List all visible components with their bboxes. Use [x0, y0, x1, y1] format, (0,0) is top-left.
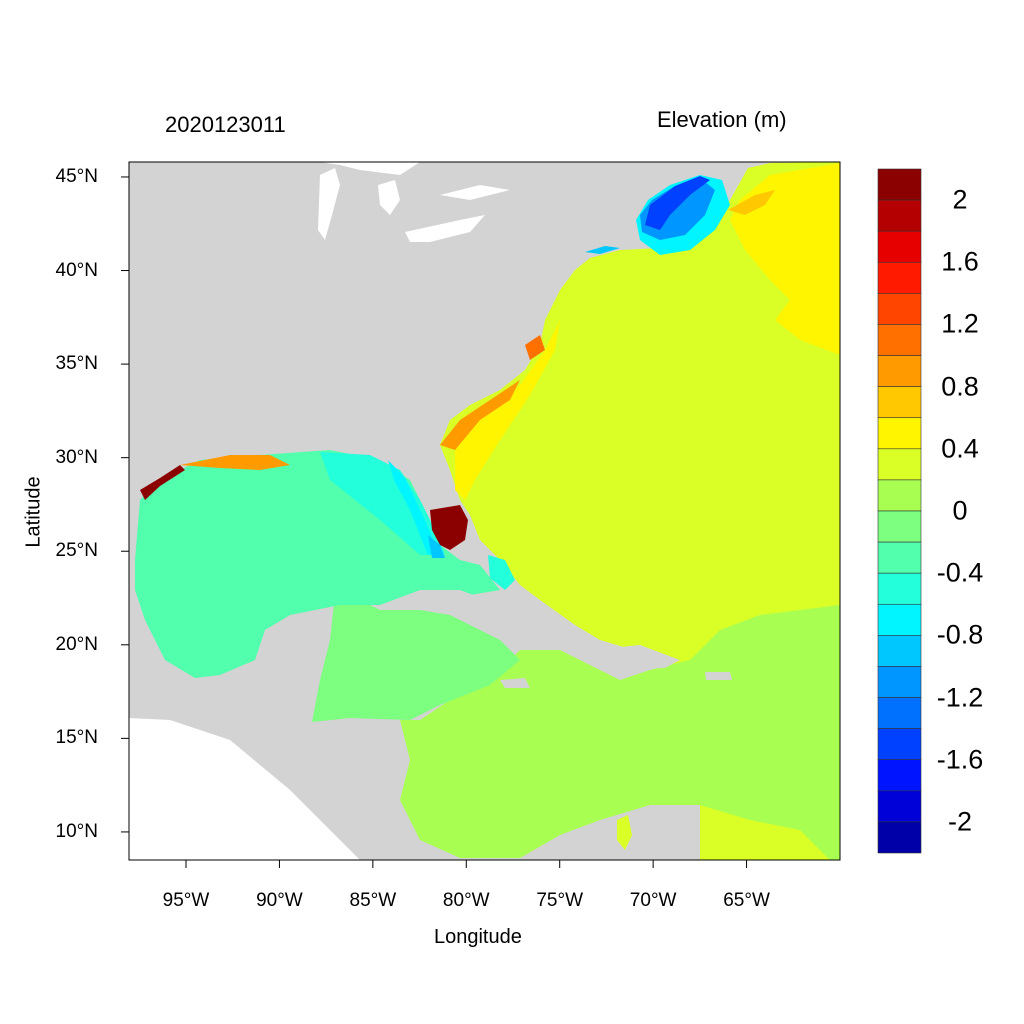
colorbar-bin: [877, 697, 922, 729]
colorbar-bin: [877, 199, 922, 232]
caribbean-sea: [400, 605, 840, 860]
bahamas-cyan: [488, 555, 515, 590]
x-tick-label: 65°W: [723, 890, 770, 911]
colorbar-label: -1.6: [936, 744, 984, 775]
colorbar-label: 0: [952, 495, 968, 526]
x-tick-label: 95°W: [162, 890, 210, 911]
colorbar: [877, 168, 922, 854]
gulf-coast-fringe: [180, 455, 290, 470]
colorbar-bin: [877, 728, 922, 761]
colorbar-bin: [877, 230, 922, 263]
colorbar-bin: [877, 603, 922, 636]
great-lakes: [318, 162, 510, 242]
gulf-of-maine-deep-blue: [645, 176, 710, 230]
plot-frame: [128, 161, 841, 861]
y-tick-label: 25°N: [55, 540, 98, 562]
gulf-coast-fringe-red: [140, 465, 185, 500]
timestamp-title: 2020123011: [165, 112, 286, 137]
x-tick-label: 75°W: [536, 890, 584, 911]
outer-banks-orange: [525, 335, 545, 360]
colorbar-label: 2: [952, 184, 968, 215]
eastern-gulf-low: [320, 452, 445, 555]
lake-maracaibo: [617, 815, 632, 850]
colorbar-label: -1.2: [936, 682, 984, 713]
colorbar-label: -0.4: [936, 557, 984, 588]
colorbar-title: Elevation (m): [657, 107, 787, 132]
y-tick-label: 40°N: [55, 259, 98, 281]
colorbar-bin: [877, 790, 922, 823]
colorbar-label: 0.8: [941, 371, 979, 402]
jamaica: [500, 678, 530, 688]
y-tick-label: 30°N: [55, 446, 98, 468]
colorbar-bin: [877, 386, 922, 419]
northeast-atlantic-yellow: [730, 163, 840, 355]
florida-shelf-low: [388, 460, 440, 555]
map-layers: [129, 162, 840, 860]
cuba: [380, 590, 575, 648]
y-tick-label: 10°N: [55, 820, 98, 842]
colorbar-bin: [877, 666, 922, 698]
colorbar-bin: [877, 417, 922, 450]
colorbar-bin: [877, 355, 922, 387]
hispaniola: [590, 645, 680, 670]
colorbar-label: 1.6: [941, 246, 979, 277]
puerto-rico: [705, 672, 732, 680]
nova-scotia-orange: [728, 190, 775, 215]
y-tick-label: 35°N: [55, 353, 98, 375]
x-tick-label: 80°W: [442, 890, 490, 911]
colorbar-bin: [877, 448, 922, 481]
colorbar-label: 1.2: [941, 308, 979, 339]
y-tick-label: 45°N: [55, 165, 98, 187]
colorbar-label: -0.8: [936, 619, 984, 650]
colorbar-bin: [877, 572, 922, 605]
colorbar-bin: [877, 821, 922, 854]
y-tick-label: 15°N: [55, 727, 98, 749]
x-tick-label: 90°W: [256, 890, 303, 911]
colorbar-label: 0.4: [941, 433, 979, 464]
colorbar-bin: [877, 510, 922, 543]
colorbar-bin: [877, 479, 922, 512]
colorbar-bin: [877, 759, 922, 792]
colorbar-bin: [877, 168, 922, 201]
colorbar-bin: [877, 261, 922, 294]
south-florida-surge: [430, 505, 468, 550]
colorbar-bin: [877, 541, 922, 574]
colorbar-bin: [877, 635, 922, 667]
x-axis-label: Longitude: [434, 926, 522, 948]
y-tick-label: 20°N: [55, 633, 98, 655]
long-island-sound: [585, 246, 620, 254]
colorbar-bin: [877, 324, 922, 356]
pacific-ocean: [129, 718, 360, 860]
colorbar-label: -2: [947, 806, 973, 837]
western-caribbean: [312, 595, 520, 722]
x-tick-label: 85°W: [349, 890, 397, 911]
florida-bay-low: [428, 535, 445, 558]
southeast-coast-orange: [440, 380, 520, 450]
x-tick-label: 70°W: [629, 890, 677, 911]
axis-ticks: [121, 176, 748, 868]
colorbar-bin: [877, 293, 922, 325]
southeast-coast-yellow: [455, 320, 560, 500]
